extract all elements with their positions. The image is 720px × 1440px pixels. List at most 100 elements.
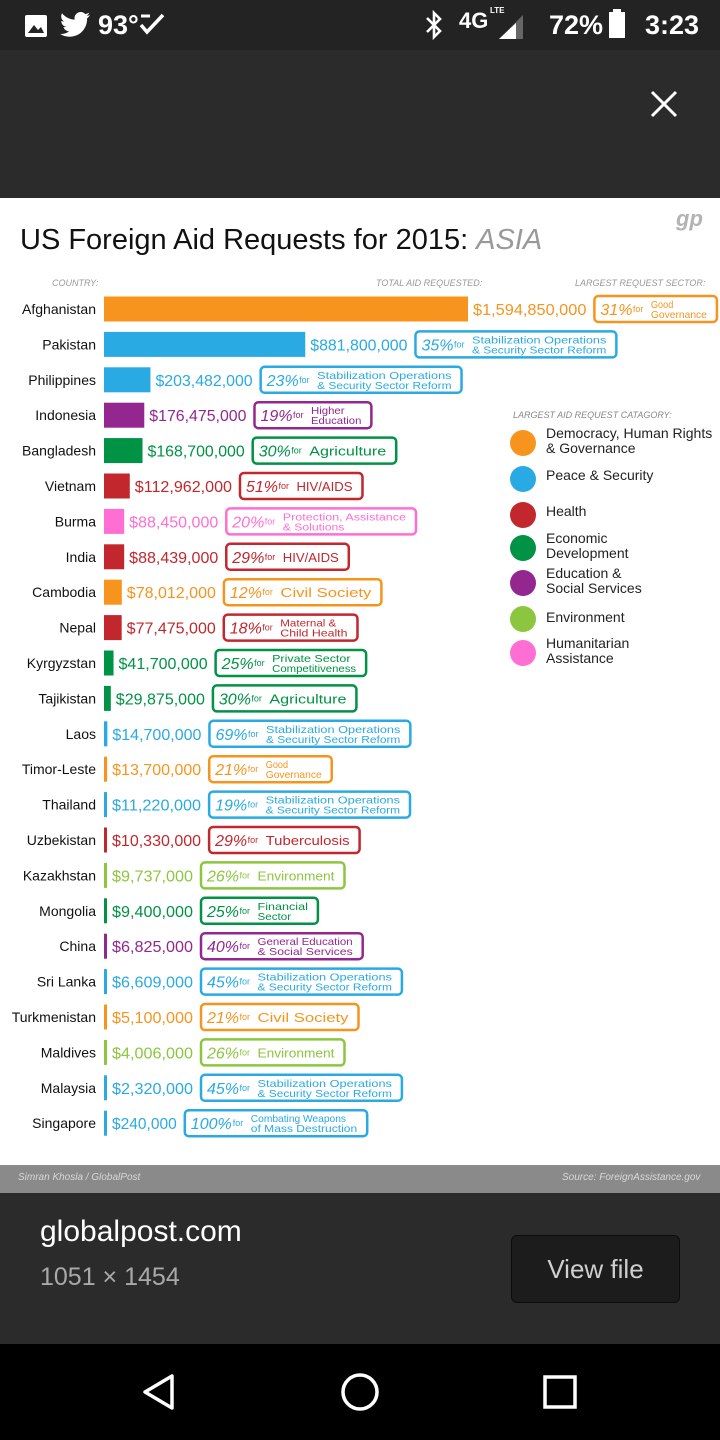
legend-label: Education & Social Services <box>546 565 642 596</box>
sector-for: for <box>265 516 276 526</box>
sector-percent: 45% <box>207 1081 239 1098</box>
value-label: $13,700,000 <box>112 762 201 779</box>
bar <box>104 367 151 393</box>
value-label: $88,439,000 <box>129 550 218 567</box>
value-label: $11,220,000 <box>112 798 201 815</box>
home-button[interactable] <box>336 1368 384 1416</box>
sector-badge <box>222 613 359 642</box>
sector-percent: 20% <box>231 514 264 531</box>
globalpost-logo: gp <box>676 206 703 231</box>
sector-name: Governance <box>266 769 322 781</box>
sector-name: HIV/AIDS <box>283 550 339 565</box>
value-label: $88,450,000 <box>129 514 218 531</box>
sector-for: for <box>299 375 310 385</box>
sector-badge <box>225 507 418 536</box>
legend-swatch <box>510 570 536 596</box>
value-label: $240,000 <box>112 1116 177 1133</box>
sector-badge <box>214 648 368 678</box>
country-label: Uzbekistan <box>27 832 96 848</box>
sector-for: for <box>633 304 644 314</box>
gallery-icon <box>25 15 47 37</box>
sector-badge <box>183 1108 369 1138</box>
country-label: Nepal <box>59 620 96 636</box>
legend-swatch <box>510 606 536 632</box>
legend-swatch <box>510 502 536 528</box>
sector-for: for <box>248 764 259 774</box>
legend-label: Health <box>546 503 587 519</box>
country-label: Pakistan <box>42 336 96 352</box>
sector-percent: 21% <box>206 1010 239 1027</box>
sector-name: & Solutions <box>283 521 345 533</box>
bluetooth-icon <box>426 10 442 40</box>
value-label: $10,330,000 <box>112 833 201 850</box>
sector-for: for <box>265 552 276 562</box>
sector-percent: 18% <box>230 621 262 638</box>
bar <box>104 473 130 499</box>
aid-bar-chart: Afghanistan $1,594,850,000 31% for GoodGover… <box>12 294 719 1138</box>
value-label: $9,400,000 <box>112 904 193 921</box>
sector-percent: 45% <box>207 975 239 992</box>
sector-for: for <box>278 481 289 491</box>
sector-badge <box>208 719 412 749</box>
bar <box>104 579 122 605</box>
sector-badge <box>199 896 320 926</box>
bar <box>104 296 468 322</box>
bar <box>104 331 306 357</box>
legend-label: Peace & Security <box>546 467 654 483</box>
country-label: Malaysia <box>41 1080 96 1096</box>
sector-for: for <box>262 587 273 597</box>
sector-for: for <box>240 1083 251 1093</box>
value-label: $77,475,000 <box>127 621 216 638</box>
sector-percent: 25% <box>206 904 239 921</box>
value-label: $881,800,000 <box>310 337 407 354</box>
sector-for: for <box>262 623 273 633</box>
country-label: India <box>66 549 97 565</box>
column-header-sector: LARGEST REQUEST SECTOR: <box>575 278 706 288</box>
infographic-image[interactable]: gp US Foreign Aid Requests for 2015: ASIA… <box>0 198 720 1165</box>
bar <box>104 756 108 782</box>
sector-badge <box>207 790 412 819</box>
recents-button[interactable] <box>536 1368 584 1416</box>
close-icon <box>650 90 678 118</box>
sector-name: Civil Society <box>258 1010 350 1025</box>
sector-badge <box>199 861 346 890</box>
close-button[interactable] <box>640 80 688 128</box>
sector-percent: 100% <box>191 1116 232 1133</box>
column-header-country: COUNTRY: <box>52 278 99 288</box>
battery-percent: 72% <box>549 10 604 40</box>
country-label: Kyrgyzstan <box>27 655 96 671</box>
sector-for: for <box>240 1012 251 1022</box>
image-info-panel: globalpost.com 1051 × 1454 View file <box>0 1193 720 1344</box>
sector-name: Good <box>266 759 289 771</box>
sector-percent: 29% <box>214 833 247 850</box>
bar <box>104 650 114 676</box>
done-all-icon <box>139 13 165 35</box>
image-dimensions: 1051 × 1454 <box>40 1263 180 1291</box>
sector-name: Stabilization Operations <box>258 1078 392 1090</box>
android-nav-bar <box>0 1344 720 1440</box>
view-file-button[interactable]: View file <box>511 1235 680 1303</box>
sector-for: for <box>240 870 251 880</box>
bar <box>104 1075 107 1101</box>
bar <box>104 1039 107 1065</box>
country-label: Laos <box>66 726 96 742</box>
value-label: $112,962,000 <box>135 479 232 496</box>
sector-badge <box>259 365 463 395</box>
country-label: Vietnam <box>45 478 96 494</box>
back-button[interactable] <box>136 1368 184 1416</box>
sector-name: & Security Sector Reform <box>266 734 401 746</box>
sector-percent: 25% <box>221 656 254 673</box>
sector-percent: 29% <box>231 550 264 567</box>
bar <box>104 438 143 464</box>
country-label: Timor-Leste <box>22 761 96 777</box>
status-bar: 93° 4G LTE 72% 3:23 <box>0 0 720 50</box>
country-label: Tajikistan <box>38 690 96 706</box>
back-icon <box>143 1374 174 1410</box>
sector-percent: 51% <box>246 479 278 496</box>
sector-name: Agriculture <box>309 444 386 459</box>
title-text: US Foreign Aid Requests for 2015: <box>20 224 469 256</box>
sector-badge <box>211 684 358 713</box>
sector-percent: 21% <box>214 762 247 779</box>
sector-percent: 40% <box>207 939 239 956</box>
source-site[interactable]: globalpost.com <box>40 1215 242 1248</box>
